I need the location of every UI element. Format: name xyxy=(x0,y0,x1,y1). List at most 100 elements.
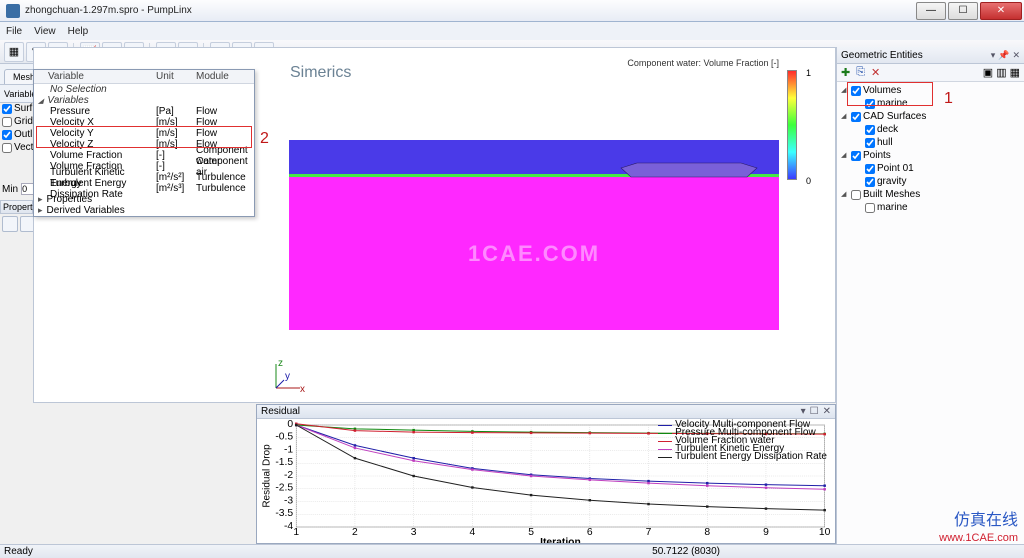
svg-text:-3: -3 xyxy=(284,496,294,507)
maximize-button[interactable]: ☐ xyxy=(948,2,978,20)
svg-text:-2.5: -2.5 xyxy=(275,483,293,494)
status-coord: 50.7122 (8030) xyxy=(652,546,720,557)
dropdown-variables-section[interactable]: Variables xyxy=(34,95,254,106)
svg-text:-3.5: -3.5 xyxy=(275,508,293,519)
check-outl[interactable]: Outl xyxy=(2,129,33,140)
tree-node[interactable]: ◢Built Meshes xyxy=(841,188,1020,201)
menu-help[interactable]: Help xyxy=(68,26,89,37)
properties-panel-label: Properties xyxy=(0,200,33,214)
tree-node[interactable]: hull xyxy=(841,136,1020,149)
status-bar: Ready 50.7122 (8030) xyxy=(0,544,1024,558)
window-title: zhongchuan-1.297m.spro - PumpLinx xyxy=(25,5,192,16)
rp-tool-r2-icon[interactable]: ▥ xyxy=(996,66,1006,79)
svg-text:Residual Drop: Residual Drop xyxy=(261,444,272,508)
status-text: Ready xyxy=(4,546,33,557)
panel-pin-icon[interactable]: 📌 xyxy=(998,50,1009,61)
svg-text:4: 4 xyxy=(470,527,476,538)
check-vect[interactable]: Vect xyxy=(2,142,33,153)
svg-text:10: 10 xyxy=(819,527,831,538)
check-surf[interactable]: Surf xyxy=(2,103,33,114)
residual-chart-panel: Residual ▾☐✕ 123456789100-0.5-1-1.5-2-2.… xyxy=(256,404,836,544)
tree-node[interactable]: marine xyxy=(841,201,1020,214)
colorbar-max: 1 xyxy=(806,68,811,78)
chart-title-bar: Residual ▾ ☐ ✕ xyxy=(257,405,835,419)
rp-tool-link-icon[interactable]: ⎘ xyxy=(856,66,865,79)
svg-text:3: 3 xyxy=(411,527,417,538)
chart-close-icon[interactable]: ✕ xyxy=(823,406,831,417)
menu-file[interactable]: File xyxy=(6,26,22,37)
rp-tool-r3-icon[interactable]: ▦ xyxy=(1010,66,1020,79)
rp-tool-add-icon[interactable]: ✚ xyxy=(841,66,850,79)
svg-text:-0.5: -0.5 xyxy=(275,432,293,443)
render-view: 1CAE.COM xyxy=(289,140,779,330)
svg-text:y: y xyxy=(285,371,290,382)
watermark: 1CAE.COM xyxy=(468,241,600,267)
chart-legend: Velocity Multi-component FlowPressure Mu… xyxy=(658,421,827,461)
tree-node[interactable]: gravity xyxy=(841,175,1020,188)
svg-text:6: 6 xyxy=(587,527,593,538)
dropdown-item[interactable]: Turbulent Energy Dissipation Rate[m²/s³]… xyxy=(34,183,254,194)
panel-close-icon[interactable]: ✕ xyxy=(1012,50,1020,61)
dropdown-item[interactable]: Velocity Y[m/s]Flow xyxy=(34,128,254,139)
svg-text:-1: -1 xyxy=(284,445,294,456)
chart-body[interactable]: 123456789100-0.5-1-1.5-2-2.5-3-3.5-4Resi… xyxy=(257,419,835,543)
rp-tool-r1-icon[interactable]: ▣ xyxy=(983,66,993,79)
tree-node[interactable]: ◢Points xyxy=(841,149,1020,162)
svg-text:5: 5 xyxy=(528,527,534,538)
tree-node[interactable]: marine xyxy=(841,97,1020,110)
svg-text:z: z xyxy=(278,358,283,369)
svg-text:-2: -2 xyxy=(284,470,294,481)
right-panel-title: Geometric Entities xyxy=(841,50,923,61)
svg-text:1: 1 xyxy=(293,527,299,538)
dropdown-item[interactable]: Velocity X[m/s]Flow xyxy=(34,117,254,128)
app-icon xyxy=(6,4,20,18)
chart-dropdown-icon[interactable]: ▾ xyxy=(801,406,806,417)
tree-node[interactable]: ◢CAD Surfaces xyxy=(841,110,1020,123)
tree-node[interactable]: ◢Volumes xyxy=(841,84,1020,97)
svg-text:8: 8 xyxy=(704,527,710,538)
variable-label: Variable xyxy=(4,89,36,99)
variable-dropdown[interactable]: VariableUnitModule No Selection Variable… xyxy=(33,69,255,217)
colorbar-min: 0 xyxy=(806,176,811,186)
panel-dropdown-icon[interactable]: ▾ xyxy=(991,50,996,61)
entity-tree[interactable]: ◢Volumesmarine◢CAD Surfacesdeckhull◢Poin… xyxy=(837,82,1024,216)
brand-text: Simerics xyxy=(290,64,351,82)
left-options: Surf Grid Outl Vect xyxy=(0,103,33,183)
svg-text:2: 2 xyxy=(352,527,358,538)
rp-tool-delete-icon[interactable]: ✕ xyxy=(871,66,880,79)
dropdown-item[interactable]: Pressure[Pa]Flow xyxy=(34,106,254,117)
chart-title: Residual xyxy=(261,406,300,417)
footer-brand-cn: 仿真在线 xyxy=(954,506,1018,530)
color-bar xyxy=(787,70,797,180)
right-panel-toolbar: ✚ ⎘ ✕ ▣ ▥ ▦ xyxy=(837,64,1024,82)
menu-view[interactable]: View xyxy=(34,26,56,37)
axis-triad-icon: z x y xyxy=(270,358,306,394)
prop-btn-1-icon[interactable] xyxy=(2,216,18,232)
svg-text:-4: -4 xyxy=(284,521,294,532)
title-bar: zhongchuan-1.297m.spro - PumpLinx — ☐ ✕ xyxy=(0,0,1024,22)
min-row: Min xyxy=(2,183,37,195)
dropdown-no-selection[interactable]: No Selection xyxy=(34,84,254,95)
annotation-label-2: 2 xyxy=(260,130,269,148)
minimize-button[interactable]: — xyxy=(916,2,946,20)
close-button[interactable]: ✕ xyxy=(980,2,1022,20)
footer-brand-url: www.1CAE.com xyxy=(939,532,1018,544)
dropdown-derived[interactable]: Derived Variables xyxy=(34,205,254,216)
check-grid[interactable]: Grid xyxy=(2,116,33,127)
menu-bar: File View Help xyxy=(0,22,1024,40)
right-panel-title-bar: Geometric Entities ▾📌✕ xyxy=(837,47,1024,64)
tree-node[interactable]: Point 01 xyxy=(841,162,1020,175)
chart-max-icon[interactable]: ☐ xyxy=(810,406,819,417)
window-buttons: — ☐ ✕ xyxy=(916,2,1024,20)
properties-buttons xyxy=(2,216,36,232)
svg-text:7: 7 xyxy=(646,527,652,538)
svg-text:Iteration: Iteration xyxy=(540,537,581,543)
tool-cube-icon[interactable]: ▦ xyxy=(4,42,24,62)
tree-node[interactable]: deck xyxy=(841,123,1020,136)
dropdown-header: VariableUnitModule xyxy=(34,70,254,84)
svg-text:0: 0 xyxy=(287,419,293,430)
svg-text:x: x xyxy=(300,384,305,394)
svg-text:-1.5: -1.5 xyxy=(275,457,293,468)
geometric-entities-panel: Geometric Entities ▾📌✕ ✚ ⎘ ✕ ▣ ▥ ▦ ◢Volu… xyxy=(836,47,1024,544)
boat-geometry xyxy=(619,160,759,180)
